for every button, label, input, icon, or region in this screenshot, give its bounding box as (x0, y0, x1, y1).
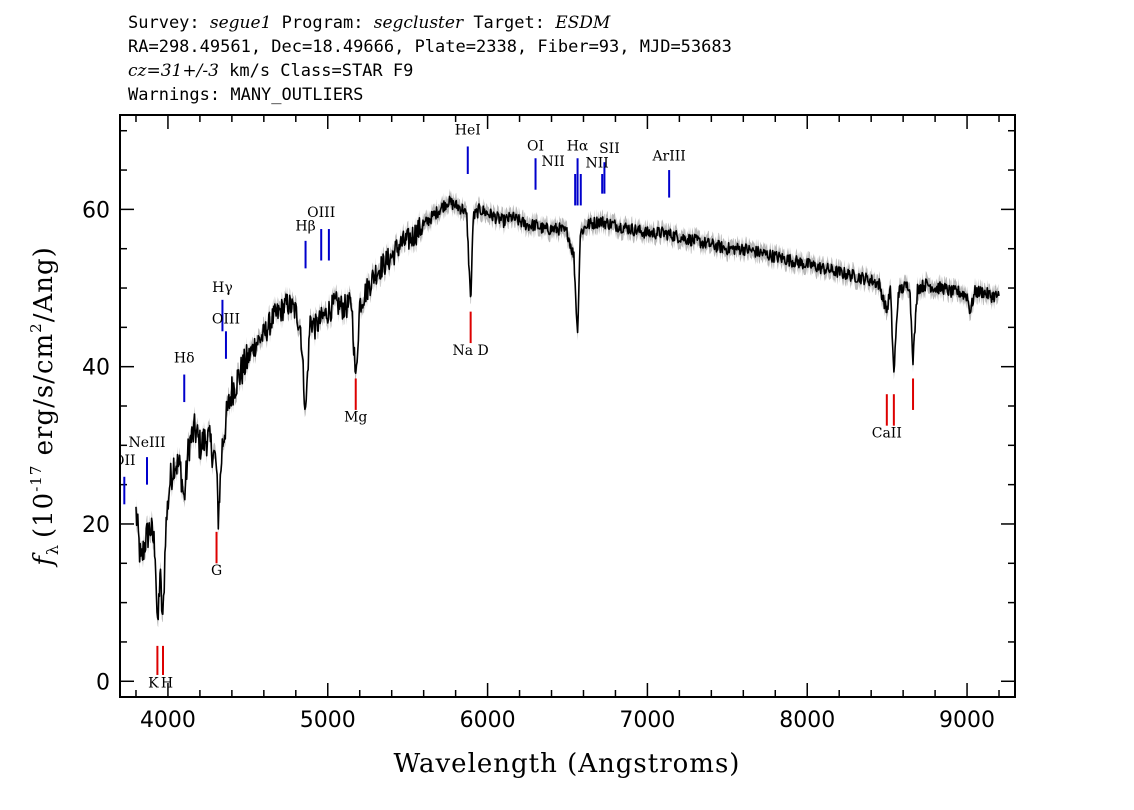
error-band (136, 188, 999, 628)
x-tick-label: 7000 (619, 708, 675, 733)
line-label: NII (542, 154, 565, 170)
x-tick-label: 6000 (460, 708, 516, 733)
line-label: Hγ (212, 280, 233, 296)
line-label: NII (586, 156, 609, 172)
error-band-area (136, 188, 999, 628)
line-label: OIII (307, 205, 335, 221)
line-label: SII (599, 141, 620, 157)
line-label: Hα (567, 138, 589, 154)
line-label: CaII (872, 425, 902, 441)
x-axis-title: Wavelength (Angstroms) (394, 749, 741, 779)
line-label: Na D (453, 343, 489, 359)
y-axis-title: fλ(10-17 erg/s/cm2/Ang) (27, 246, 62, 568)
y-tick-label: 20 (82, 513, 110, 538)
line-label: NeIII (128, 435, 165, 451)
line-label: K (148, 676, 159, 692)
line-label: G (211, 563, 222, 579)
y-tick-labels: 0 20 40 60 (82, 198, 110, 695)
line-label: Hβ (295, 219, 315, 235)
line-label: ArIII (651, 149, 685, 165)
header-line-4: Warnings: MANY_OUTLIERS (128, 85, 363, 105)
y-tick-label: 40 (82, 356, 110, 381)
x-tick-label: 5000 (300, 708, 356, 733)
header-line-3: cz=31+/-3 km/s Class=STAR F9 (128, 61, 413, 81)
axis-ticks (120, 115, 1015, 697)
line-label: H (161, 676, 173, 692)
x-tick-label: 4000 (140, 708, 196, 733)
x-tick-label: 8000 (779, 708, 835, 733)
line-markers (123, 146, 915, 675)
line-label: OII (113, 453, 136, 469)
y-tick-label: 60 (82, 198, 110, 223)
spectrum-series (135, 195, 1000, 621)
header-line-1: Survey: segue1 Program: segcluster Targe… (128, 13, 611, 33)
spectrum-line (135, 195, 1000, 621)
line-label: OIII (212, 311, 240, 327)
x-tick-label: 9000 (939, 708, 995, 733)
header-line-2: RA=298.49561, Dec=18.49666, Plate=2338, … (128, 37, 732, 57)
y-tick-label: 0 (96, 670, 110, 695)
plot-frame (119, 114, 1016, 698)
line-label: Hδ (174, 351, 195, 367)
line-label: HeI (455, 123, 481, 139)
line-label: Mg (344, 410, 367, 426)
line-label: OI (527, 138, 544, 154)
x-tick-labels: 4000 5000 6000 7000 8000 9000 (140, 708, 995, 733)
